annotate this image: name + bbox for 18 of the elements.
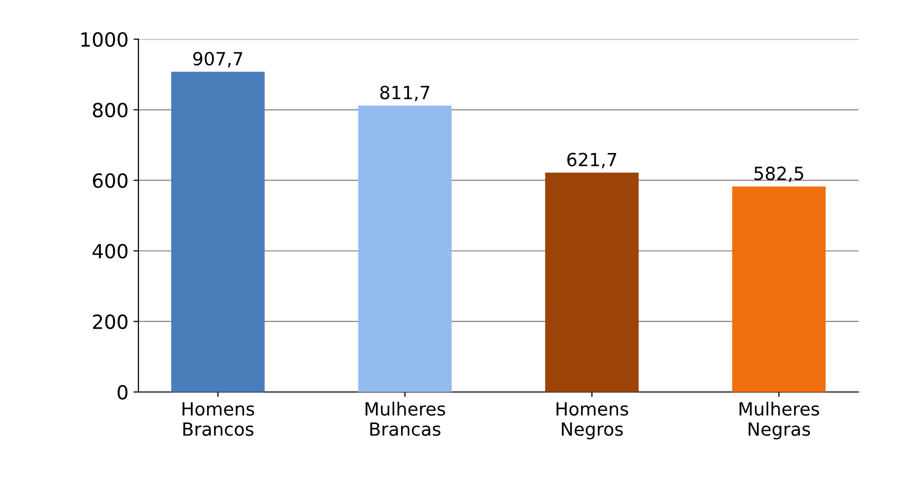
y-tick-label: 200 [93,314,128,330]
y-tick-label: 400 [92,244,128,259]
y-tick-label: 800 [92,102,128,118]
x-tick-label: Mulheres Negras [740,402,820,440]
y-tick-label: 1000 [81,32,128,47]
x-tick-label: Mulheres Brancas [366,402,446,436]
x-tick-label: Homens Brancos [182,402,254,436]
data-label: 582,5 [754,166,804,182]
bar [545,172,639,392]
y-tick-label: 600 [92,173,128,188]
bar [171,72,265,392]
data-label: 811,7 [380,86,430,102]
bar [732,186,826,392]
y-tick-label: 0 [118,384,128,400]
x-tick-label: Homens Negros [556,402,628,440]
data-label: 621,7 [567,152,616,168]
data-label: 907,7 [193,52,242,68]
bar [358,106,452,392]
